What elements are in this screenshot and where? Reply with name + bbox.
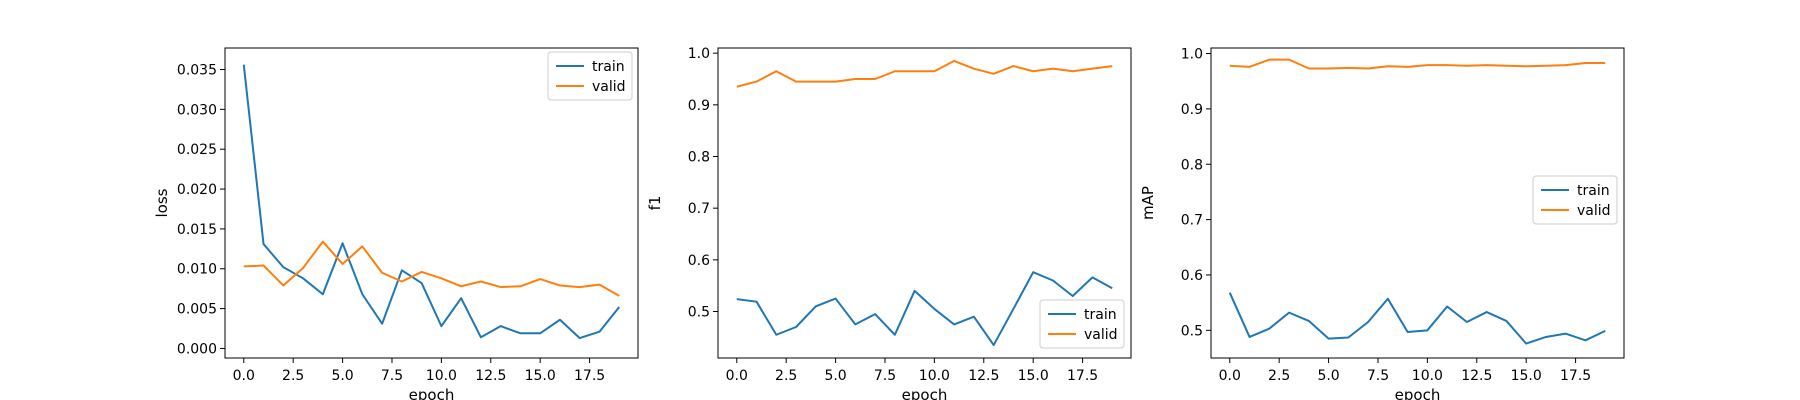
plot-frame <box>717 47 1132 359</box>
x-tick-label: 12.5 <box>968 368 999 384</box>
map-subplot: 0.0 2.5 5.0 7.5 10.0 12.5 15.0 17.5 0.5 0.6 0.7 0.8… <box>1139 47 1625 400</box>
y-tick-label: 0.030 <box>177 102 217 118</box>
y-tick-label: 1.0 <box>1181 47 1203 63</box>
y-tick-label: 0.005 <box>177 302 217 318</box>
series-line-train <box>1228 292 1606 345</box>
x-tick-label: 12.5 <box>475 368 506 384</box>
x-tick-label: 0.0 <box>233 368 255 384</box>
x-tick-label: 17.5 <box>574 368 605 384</box>
y-tick-label: 0.7 <box>1181 213 1203 229</box>
x-tick-label: 0.0 <box>726 368 748 384</box>
x-tick-label: 7.5 <box>381 368 403 384</box>
x-tick-label: 7.5 <box>1367 368 1389 384</box>
x-tick-label: 15.0 <box>1018 368 1049 384</box>
y-tick-label: 1.0 <box>688 46 710 62</box>
x-tick-label: 5.0 <box>1317 368 1339 384</box>
y-tick-label: 0.8 <box>1181 157 1203 173</box>
y-tick-label: 0.035 <box>177 63 217 79</box>
y-axis-label: f1 <box>646 196 664 211</box>
legend-label-valid: valid <box>1084 327 1118 343</box>
loss-subplot: 0.0 2.5 5.0 7.5 10.0 12.5 15.0 17.5 0.000 0.005 0.… <box>153 47 639 400</box>
y-tick-label: 0.9 <box>688 98 710 114</box>
legend-label-train: train <box>1084 307 1117 323</box>
y-tick-label: 0.020 <box>177 182 217 198</box>
legend-box <box>1039 299 1125 349</box>
legend: train valid <box>1039 299 1125 349</box>
legend-box <box>1532 175 1618 225</box>
x-tick-label: 15.0 <box>1511 368 1542 384</box>
legend-label-valid: valid <box>592 79 626 95</box>
plot-frame <box>1210 47 1625 359</box>
x-tick-label: 5.0 <box>331 368 353 384</box>
x-tick-label: 12.5 <box>1461 368 1492 384</box>
y-tick-label: 0.5 <box>688 305 710 321</box>
x-axis-label: epoch <box>1395 386 1441 400</box>
x-axis-label: epoch <box>409 386 455 400</box>
x-tick-label: 17.5 <box>1067 368 1098 384</box>
x-tick-label: 2.5 <box>775 368 797 384</box>
f1-subplot: 0.0 2.5 5.0 7.5 10.0 12.5 15.0 17.5 0.5 0.6 0.7 0.8… <box>646 46 1132 400</box>
series-line-valid <box>736 59 1113 88</box>
legend-label-train: train <box>1577 183 1610 199</box>
y-tick-label: 0.000 <box>177 341 217 357</box>
x-tick-label: 15.0 <box>525 368 556 384</box>
legend: train valid <box>1532 175 1618 225</box>
y-tick-label: 0.8 <box>688 150 710 166</box>
legend-box <box>547 51 633 101</box>
legend-label-train: train <box>592 59 625 75</box>
y-tick-label: 0.025 <box>177 142 217 158</box>
x-tick-label: 2.5 <box>1268 368 1290 384</box>
x-tick-label: 5.0 <box>824 368 846 384</box>
legend-label-valid: valid <box>1577 203 1611 219</box>
x-tick-label: 17.5 <box>1560 368 1591 384</box>
x-tick-label: 7.5 <box>874 368 896 384</box>
y-tick-label: 0.7 <box>688 201 710 217</box>
y-tick-label: 0.015 <box>177 222 217 238</box>
series-line-train <box>736 271 1113 347</box>
y-tick-label: 0.9 <box>1181 102 1203 118</box>
y-tick-label: 0.6 <box>1181 268 1203 284</box>
y-tick-label: 0.010 <box>177 262 217 278</box>
x-tick-label: 2.5 <box>282 368 304 384</box>
x-tick-label: 10.0 <box>426 368 457 384</box>
x-tick-label: 10.0 <box>919 368 950 384</box>
plot-frame <box>224 47 639 359</box>
series-line-valid <box>243 240 620 297</box>
x-axis-label: epoch <box>902 386 948 400</box>
y-tick-label: 0.6 <box>688 253 710 269</box>
legend: train valid <box>547 51 633 101</box>
x-tick-label: 10.0 <box>1412 368 1443 384</box>
y-axis-label: mAP <box>1139 186 1157 220</box>
series-line-train <box>242 64 621 340</box>
series-line-valid <box>1229 58 1606 70</box>
y-tick-label: 0.5 <box>1181 323 1203 339</box>
y-axis-label: loss <box>153 188 171 217</box>
x-tick-label: 0.0 <box>1219 368 1241 384</box>
